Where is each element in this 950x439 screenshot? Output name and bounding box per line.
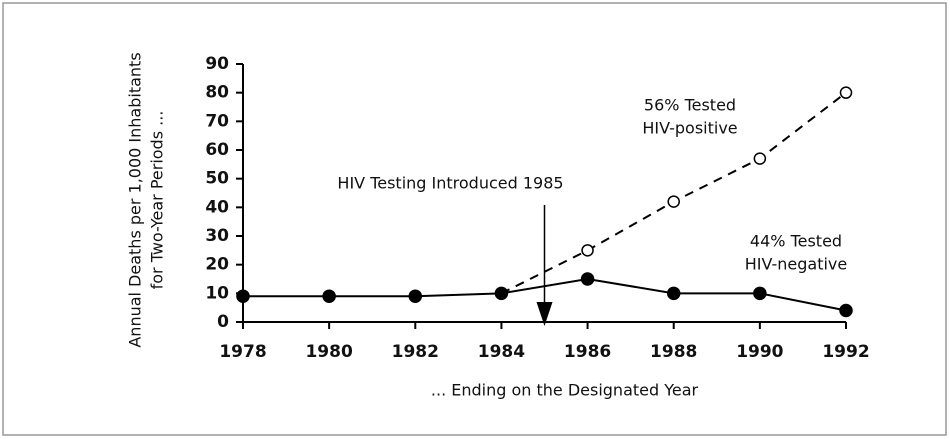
y-tick-label: 90 xyxy=(205,54,229,74)
x-tick-label: 1982 xyxy=(392,342,439,362)
x-axis-label: ... Ending on the Designated Year xyxy=(431,381,699,400)
y-tick-label: 80 xyxy=(205,83,229,103)
marker xyxy=(580,272,595,286)
series-label: 56% Tested xyxy=(644,96,736,115)
y-axis-label: Annual Deaths per 1,000 Inhabitants xyxy=(126,52,145,347)
x-tick-label: 1992 xyxy=(822,342,869,362)
marker xyxy=(839,303,853,318)
annotation: HIV Testing Introduced 1985 xyxy=(337,174,563,193)
series-label: HIV-negative xyxy=(745,255,848,274)
y-tick-label: 70 xyxy=(205,111,229,131)
marker xyxy=(753,152,767,165)
marker xyxy=(753,286,767,301)
x-tick-label: 1984 xyxy=(478,342,525,362)
marker xyxy=(236,289,250,303)
marker xyxy=(667,195,680,208)
marker xyxy=(322,289,336,303)
y-tick-label: 30 xyxy=(205,226,229,246)
marker xyxy=(581,244,594,257)
series-label: HIV-positive xyxy=(642,119,737,138)
y-axis-label: for Two-Year Periods ... xyxy=(148,111,167,290)
y-tick-label: 40 xyxy=(205,197,229,217)
y-tick-label: 20 xyxy=(205,255,229,275)
x-tick-label: 1988 xyxy=(650,342,697,362)
marker xyxy=(408,289,423,303)
series-line xyxy=(243,277,847,312)
x-tick-label: 1990 xyxy=(736,342,783,362)
y-tick-label: 0 xyxy=(217,312,229,332)
y-tick-label: 10 xyxy=(205,283,229,303)
marker xyxy=(666,286,681,301)
marker xyxy=(494,286,509,301)
marker xyxy=(839,86,853,99)
x-tick-label: 1978 xyxy=(219,342,266,362)
x-tick-label: 1986 xyxy=(564,342,611,362)
y-tick-label: 60 xyxy=(205,140,229,160)
x-tick-label: 1980 xyxy=(305,342,352,362)
arrow-head xyxy=(536,302,553,326)
series-label: 44% Tested xyxy=(750,232,842,251)
y-tick-label: 50 xyxy=(205,169,229,189)
